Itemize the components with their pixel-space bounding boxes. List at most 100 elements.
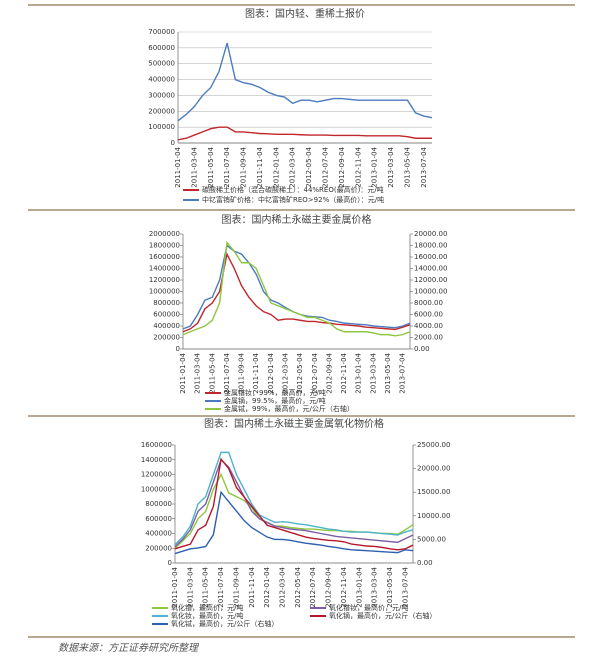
y-tick-label: 300000 <box>148 91 175 99</box>
x-tick-label: 2013-01-04 <box>371 146 379 187</box>
y-tick-label: 1400000 <box>141 456 172 464</box>
y2-tick-label: 10000.00 <box>417 512 450 520</box>
y-tick-label: 200000 <box>148 107 175 115</box>
x-tick-label: 2011-11-04 <box>256 146 264 187</box>
x-tick-label: 2012-05-04 <box>296 352 304 393</box>
x-tick-label: 2013-01-04 <box>355 566 363 607</box>
x-tick-label: 2013-07-04 <box>399 352 407 393</box>
x-tick-label: 2012-07-04 <box>321 146 329 187</box>
y-tick-label: 1200000 <box>149 276 180 284</box>
y2-tick-label: 8000.00 <box>414 299 443 307</box>
x-tick-label: 2013-03-04 <box>369 352 377 393</box>
y-tick-label: 1400000 <box>149 265 180 273</box>
y-tick-label: 100000 <box>148 123 175 131</box>
x-tick-label: 2013-07-04 <box>401 566 409 607</box>
y2-tick-label: 20000.00 <box>417 465 450 473</box>
y2-tick-label: 5000.00 <box>417 535 446 543</box>
y-tick-label: 800000 <box>153 299 180 307</box>
x-tick-label: 2011-07-04 <box>217 566 225 607</box>
y2-tick-label: 6000.00 <box>414 311 443 319</box>
x-tick-label: 2013-05-04 <box>386 566 394 607</box>
y-tick-label: 800000 <box>145 500 172 508</box>
x-tick-label: 2012-07-04 <box>309 566 317 607</box>
x-tick-label: 2011-09-04 <box>238 352 246 393</box>
x-tick-label: 2011-09-04 <box>232 566 240 607</box>
x-tick-label: 2011-01-04 <box>179 352 187 393</box>
y-tick-label: 700000 <box>148 28 175 36</box>
y-tick-label: 200000 <box>153 334 180 342</box>
series-line <box>182 252 411 333</box>
x-tick-label: 2011-03-04 <box>194 352 202 393</box>
y-tick-label: 0 <box>168 559 172 567</box>
y2-tick-label: 4000.00 <box>414 322 443 330</box>
x-tick-label: 2012-09-04 <box>325 352 333 393</box>
legend-label: 金属镨钕，99%，最高价，元/吨 <box>224 388 326 397</box>
x-tick-label: 2011-11-04 <box>248 566 256 607</box>
legend-label: 氧化钕，最高价，元/吨 <box>171 611 243 620</box>
y-tick-label: 2000000 <box>149 230 180 238</box>
x-tick-label: 2011-07-04 <box>223 146 231 187</box>
x-tick-label: 2012-01-04 <box>263 566 271 607</box>
x-tick-label: 2012-01-04 <box>272 146 280 187</box>
legend-label: 金属铽，99%，最高价，元/公斤（右轴） <box>224 404 354 413</box>
x-tick-label: 2012-11-04 <box>340 566 348 607</box>
y2-tick-label: 0.00 <box>417 559 433 567</box>
y2-tick-label: 18000.00 <box>414 242 447 250</box>
y2-tick-label: 15000.00 <box>417 488 450 496</box>
series-line <box>174 451 414 546</box>
x-tick-label: 2012-03-04 <box>289 146 297 187</box>
y2-tick-label: 0.00 <box>414 345 430 353</box>
x-tick-label: 2012-11-04 <box>354 146 362 187</box>
y-tick-label: 1600000 <box>141 441 172 449</box>
x-tick-label: 2011-09-04 <box>240 146 248 187</box>
x-tick-label: 2012-05-04 <box>294 566 302 607</box>
y2-tick-label: 20000.00 <box>414 230 447 238</box>
x-tick-label: 2013-03-04 <box>371 566 379 607</box>
legend-label: 金属镝，99.5%，最高价，元/吨 <box>224 396 326 405</box>
y-tick-label: 1800000 <box>149 242 180 250</box>
y2-tick-label: 25000.00 <box>417 441 450 449</box>
x-tick-label: 2013-07-04 <box>420 146 428 187</box>
x-tick-label: 2013-01-04 <box>355 352 363 393</box>
y-tick-label: 600000 <box>153 311 180 319</box>
series-line <box>174 458 414 548</box>
y-tick-label: 600000 <box>148 44 175 52</box>
chart-title: 图表：国内稀土永磁主要金属氧化物价格 <box>204 417 384 430</box>
x-tick-label: 2012-01-04 <box>267 352 275 393</box>
x-tick-label: 2012-09-04 <box>325 566 333 607</box>
y-tick-label: 0 <box>171 139 175 147</box>
x-tick-label: 2011-11-04 <box>252 352 260 393</box>
x-tick-label: 2011-05-04 <box>207 146 215 187</box>
series-line <box>182 244 411 330</box>
chart-title: 图表：国内稀土永磁主要金属价格 <box>222 213 372 226</box>
y2-tick-label: 10000.00 <box>414 288 447 296</box>
x-tick-label: 2012-09-04 <box>338 146 346 187</box>
legend-label: 氧化铽，最高价，元/公斤（右轴） <box>171 619 278 628</box>
x-tick-label: 2011-01-04 <box>174 146 182 187</box>
legend-label: 氧化镨钕，最高价，元/吨 <box>329 603 408 612</box>
x-tick-label: 2011-03-04 <box>190 146 198 187</box>
x-tick-label: 2013-05-04 <box>384 352 392 393</box>
x-tick-label: 2011-07-04 <box>223 352 231 393</box>
series-line <box>177 42 433 122</box>
x-tick-label: 2012-11-04 <box>340 352 348 393</box>
y-tick-label: 200000 <box>145 544 172 552</box>
x-tick-label: 2012-05-04 <box>305 146 313 187</box>
x-tick-label: 2013-03-04 <box>387 146 395 187</box>
y-tick-label: 400000 <box>148 76 175 84</box>
y-tick-label: 600000 <box>145 515 172 523</box>
y-tick-label: 1000000 <box>141 485 172 493</box>
y-tick-label: 500000 <box>148 60 175 68</box>
source-note: 数据来源：方正证券研究所整理 <box>58 642 200 654</box>
x-tick-label: 2011-05-04 <box>202 566 210 607</box>
y-tick-label: 1600000 <box>149 253 180 261</box>
legend-label: 中钇富铕矿价格：中钇富铕矿REO>92%（最高价）：元/吨 <box>202 195 384 204</box>
series-line <box>174 490 414 555</box>
legend-label: 碳酸稀土价格（混合碳酸稀土）：44%REO(最高价)：元/吨 <box>202 185 384 194</box>
y-tick-label: 400000 <box>145 530 172 538</box>
series-line <box>182 240 411 337</box>
y2-tick-label: 14000.00 <box>414 265 447 273</box>
x-tick-label: 2012-07-04 <box>311 352 319 393</box>
x-tick-label: 2013-05-04 <box>403 146 411 187</box>
